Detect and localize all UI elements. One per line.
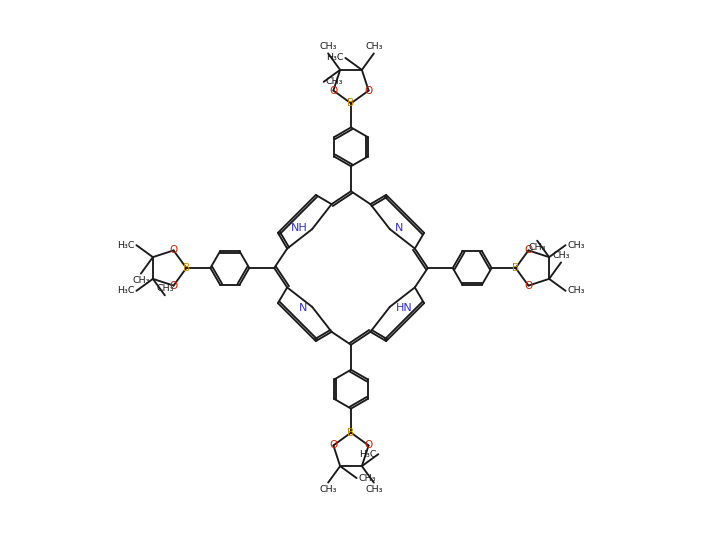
Text: CH₃: CH₃	[132, 275, 150, 285]
Text: CH₃: CH₃	[319, 484, 337, 494]
Text: H₃C: H₃C	[117, 241, 134, 249]
Text: O: O	[329, 441, 338, 450]
Text: CH₃: CH₃	[529, 242, 546, 252]
Text: CH₃: CH₃	[365, 484, 383, 494]
Text: HN: HN	[396, 303, 413, 313]
Text: O: O	[524, 281, 533, 291]
Text: O: O	[329, 85, 338, 96]
Text: NH: NH	[291, 223, 307, 233]
Text: B: B	[183, 263, 190, 273]
Text: B: B	[347, 428, 355, 437]
Text: O: O	[169, 245, 178, 255]
Text: N: N	[395, 223, 403, 233]
Text: CH₃: CH₃	[319, 43, 337, 51]
Text: H₃C: H₃C	[117, 286, 134, 295]
Text: O: O	[364, 85, 373, 96]
Text: CH₃: CH₃	[326, 77, 343, 86]
Text: B: B	[347, 98, 355, 109]
Text: CH₃: CH₃	[568, 286, 585, 295]
Text: H₃C: H₃C	[359, 450, 376, 458]
Text: O: O	[524, 245, 533, 255]
Text: CH₃: CH₃	[156, 285, 173, 293]
Text: CH₃: CH₃	[365, 43, 383, 51]
Text: O: O	[364, 441, 373, 450]
Text: B: B	[512, 263, 519, 273]
Text: CH₃: CH₃	[552, 252, 570, 260]
Text: O: O	[169, 281, 178, 291]
Text: CH₃: CH₃	[568, 241, 585, 249]
Text: N: N	[299, 303, 307, 313]
Text: CH₃: CH₃	[359, 474, 376, 483]
Text: H₃C: H₃C	[326, 53, 343, 63]
